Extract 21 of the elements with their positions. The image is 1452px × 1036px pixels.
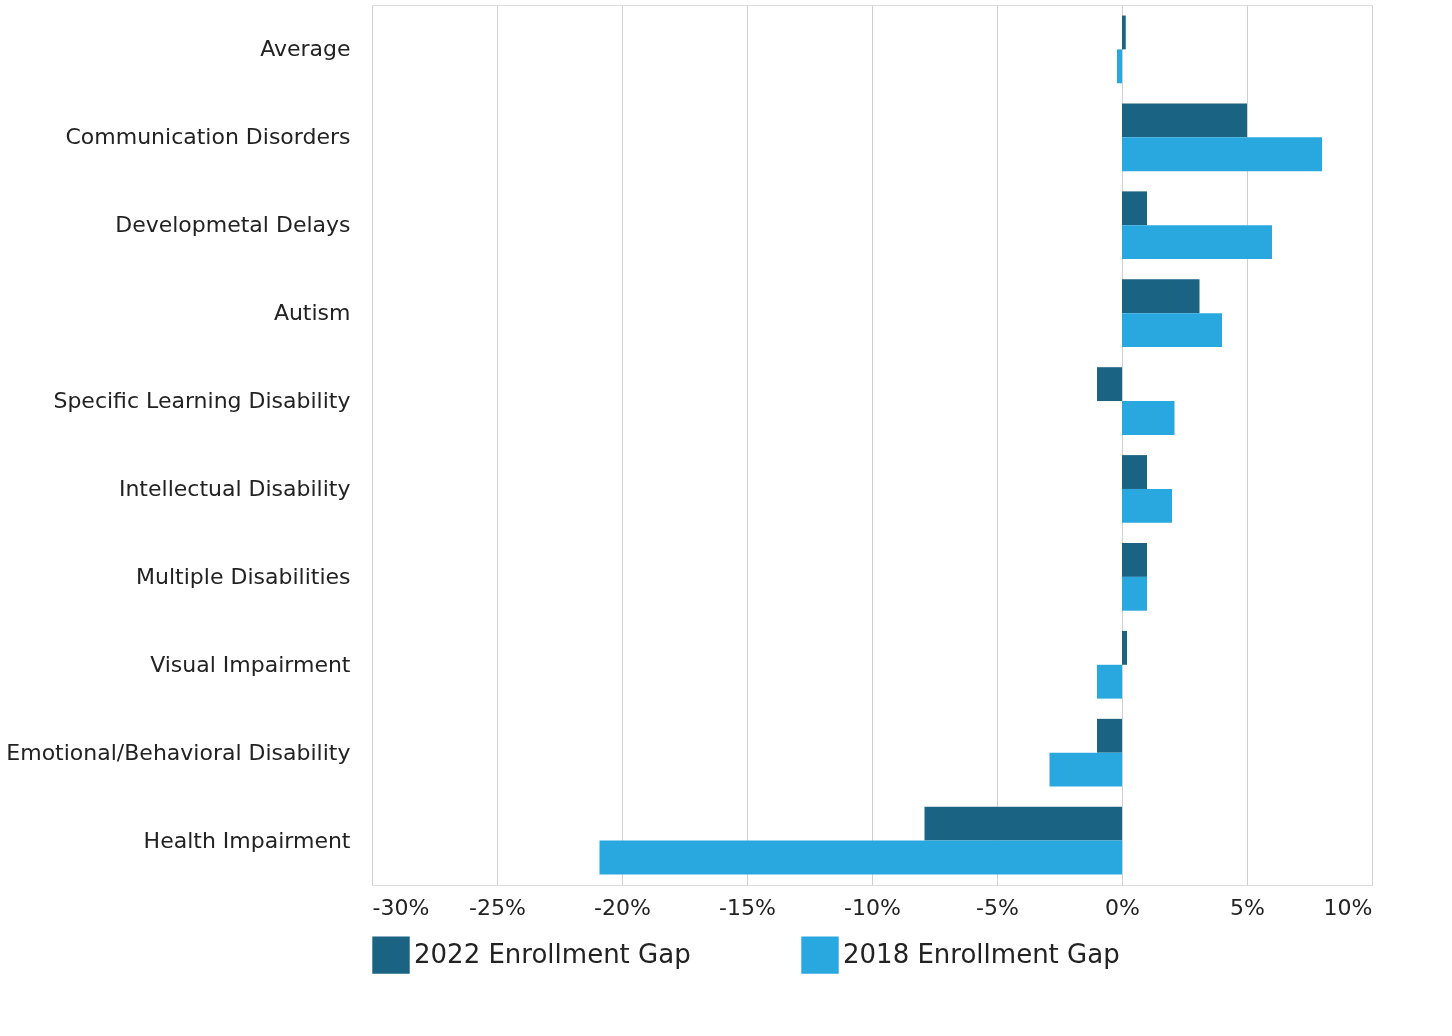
legend-label: 2022 Enrollment Gap — [414, 939, 691, 970]
y-tick-label: Multiple Disabilities — [136, 563, 351, 589]
y-tick-label: Intellectual Disability — [118, 475, 351, 501]
y-tick-label: Emotional/Behavioral Disability — [6, 739, 351, 765]
y-tick-label: Specific Learning Disability — [53, 388, 351, 414]
x-tick-label: -5% — [976, 894, 1019, 920]
x-tick-label: -20% — [594, 894, 651, 920]
legend-label: 2018 Enrollment Gap — [843, 939, 1120, 970]
x-tick-label: 5% — [1230, 894, 1265, 920]
x-tick-label: 10% — [1323, 894, 1373, 920]
x-tick-label: -30% — [372, 894, 430, 920]
y-tick-label: Visual Impairment — [150, 651, 351, 677]
x-tick-label: -25% — [469, 894, 526, 920]
x-tick-label: -15% — [719, 894, 776, 920]
y-tick-label: Communication Disorders — [65, 124, 351, 150]
x-tick-label: -10% — [844, 894, 901, 920]
y-tick-label: Average — [260, 36, 351, 62]
y-tick-label: Autism — [273, 300, 351, 326]
y-tick-label: Developmetal Delays — [115, 212, 351, 238]
x-tick-label: 0% — [1105, 894, 1140, 920]
y-tick-label: Health Impairment — [143, 827, 351, 853]
